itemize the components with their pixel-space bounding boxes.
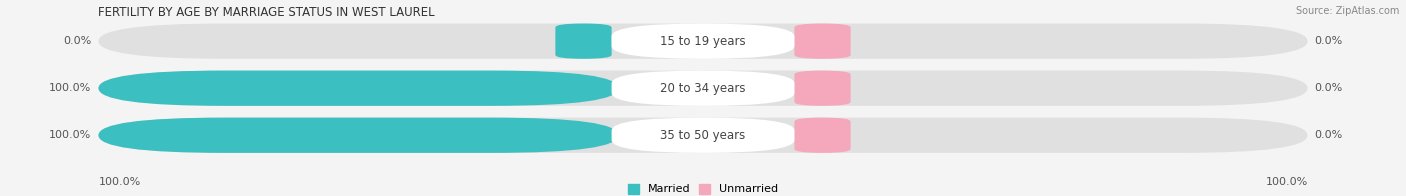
Text: FERTILITY BY AGE BY MARRIAGE STATUS IN WEST LAUREL: FERTILITY BY AGE BY MARRIAGE STATUS IN W… xyxy=(98,6,434,19)
Text: 35 to 50 years: 35 to 50 years xyxy=(661,129,745,142)
Text: 0.0%: 0.0% xyxy=(1315,83,1343,93)
FancyBboxPatch shape xyxy=(794,71,851,106)
Text: 20 to 34 years: 20 to 34 years xyxy=(661,82,745,95)
FancyBboxPatch shape xyxy=(98,118,619,153)
Text: 100.0%: 100.0% xyxy=(49,83,91,93)
FancyBboxPatch shape xyxy=(794,118,851,153)
FancyBboxPatch shape xyxy=(612,118,794,153)
Text: 100.0%: 100.0% xyxy=(98,177,141,187)
FancyBboxPatch shape xyxy=(98,118,1308,153)
Text: 100.0%: 100.0% xyxy=(49,130,91,140)
Text: 100.0%: 100.0% xyxy=(1265,177,1308,187)
FancyBboxPatch shape xyxy=(612,24,794,59)
Text: 15 to 19 years: 15 to 19 years xyxy=(661,35,745,48)
FancyBboxPatch shape xyxy=(794,24,851,59)
Text: Source: ZipAtlas.com: Source: ZipAtlas.com xyxy=(1295,6,1399,16)
FancyBboxPatch shape xyxy=(98,71,619,106)
Text: 0.0%: 0.0% xyxy=(1315,130,1343,140)
Text: 0.0%: 0.0% xyxy=(1315,36,1343,46)
Text: 0.0%: 0.0% xyxy=(63,36,91,46)
Legend: Married, Unmarried: Married, Unmarried xyxy=(627,184,779,194)
FancyBboxPatch shape xyxy=(612,71,794,106)
FancyBboxPatch shape xyxy=(98,71,1308,106)
FancyBboxPatch shape xyxy=(555,24,612,59)
FancyBboxPatch shape xyxy=(98,24,1308,59)
